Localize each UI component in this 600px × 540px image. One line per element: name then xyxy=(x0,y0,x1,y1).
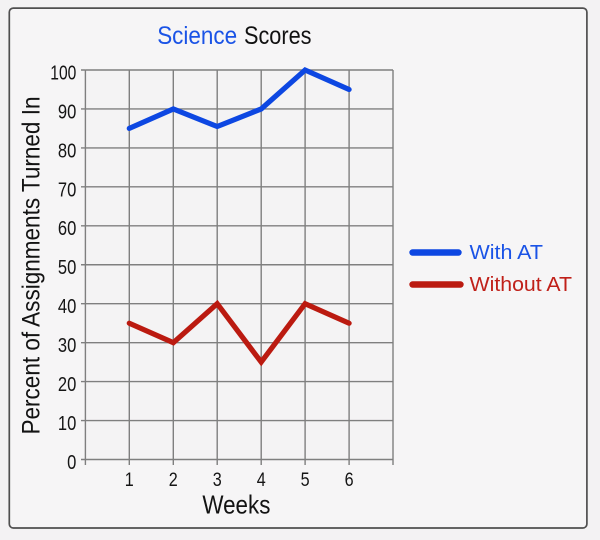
svg-text:3: 3 xyxy=(213,469,222,491)
svg-text:10: 10 xyxy=(58,413,76,435)
svg-text:100: 100 xyxy=(50,62,76,84)
svg-text:1: 1 xyxy=(125,469,134,491)
svg-text:30: 30 xyxy=(58,335,76,357)
svg-text:60: 60 xyxy=(58,218,76,240)
svg-text:20: 20 xyxy=(58,374,76,396)
svg-text:4: 4 xyxy=(257,469,266,491)
svg-text:0: 0 xyxy=(67,452,76,474)
svg-text:80: 80 xyxy=(58,140,76,162)
svg-text:Science: Science xyxy=(157,22,237,50)
svg-text:70: 70 xyxy=(58,179,76,201)
svg-text:40: 40 xyxy=(58,296,76,318)
svg-text:Without AT: Without AT xyxy=(470,274,573,296)
svg-text:5: 5 xyxy=(301,469,310,491)
svg-text:Percent of Assignments Turned: Percent of Assignments Turned In xyxy=(18,97,46,435)
svg-text:6: 6 xyxy=(345,469,354,491)
svg-text:Weeks: Weeks xyxy=(202,489,270,519)
svg-text:Scores: Scores xyxy=(244,22,312,50)
svg-text:With AT: With AT xyxy=(470,242,544,264)
svg-text:50: 50 xyxy=(58,257,76,279)
svg-text:2: 2 xyxy=(169,469,178,491)
svg-text:90: 90 xyxy=(58,101,76,123)
